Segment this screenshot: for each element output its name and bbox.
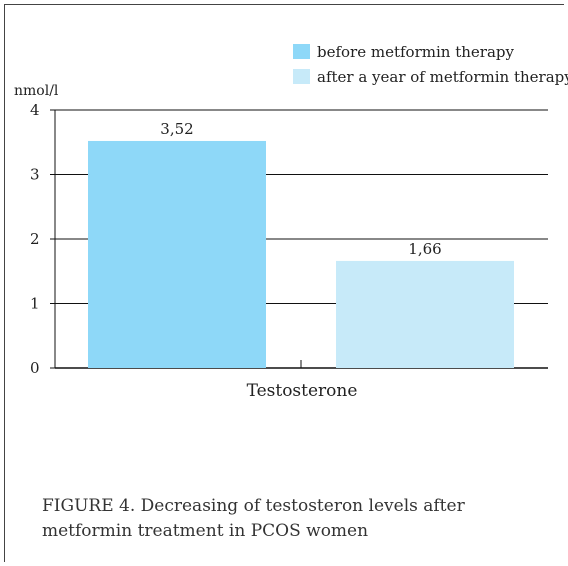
data-labels: 3,52 1,66: [160, 120, 441, 258]
legend: before metformin therapy after a year of …: [293, 43, 568, 86]
y-axis-unit-label: nmol/l: [14, 83, 59, 99]
bar-after: [336, 260, 514, 368]
legend-swatch-after: [293, 69, 310, 84]
data-label-after: 1,66: [408, 240, 441, 258]
x-category-label: Testosterone: [247, 381, 358, 401]
y-tick-labels: 0 1 2 3 4: [30, 101, 40, 377]
legend-label-before: before metformin therapy: [317, 43, 514, 61]
figure-caption: FIGURE 4. Decreasing of testosteron leve…: [42, 496, 465, 541]
y-tick-label-2: 2: [30, 230, 40, 248]
figure-frame: [4, 4, 564, 562]
y-tick-label-4: 4: [30, 101, 40, 119]
bar-chart: before metformin therapy after a year of …: [14, 43, 568, 401]
legend-swatch-before: [293, 44, 310, 59]
bars: [88, 140, 514, 368]
bar-before: [88, 140, 266, 368]
y-tick-label-0: 0: [30, 359, 40, 377]
y-tick-label-3: 3: [30, 166, 40, 184]
data-label-before: 3,52: [160, 120, 193, 138]
y-tick-label-1: 1: [30, 295, 40, 313]
legend-label-after: after a year of metformin therapy: [317, 68, 568, 86]
x-category-labels: Testosterone: [247, 381, 358, 401]
